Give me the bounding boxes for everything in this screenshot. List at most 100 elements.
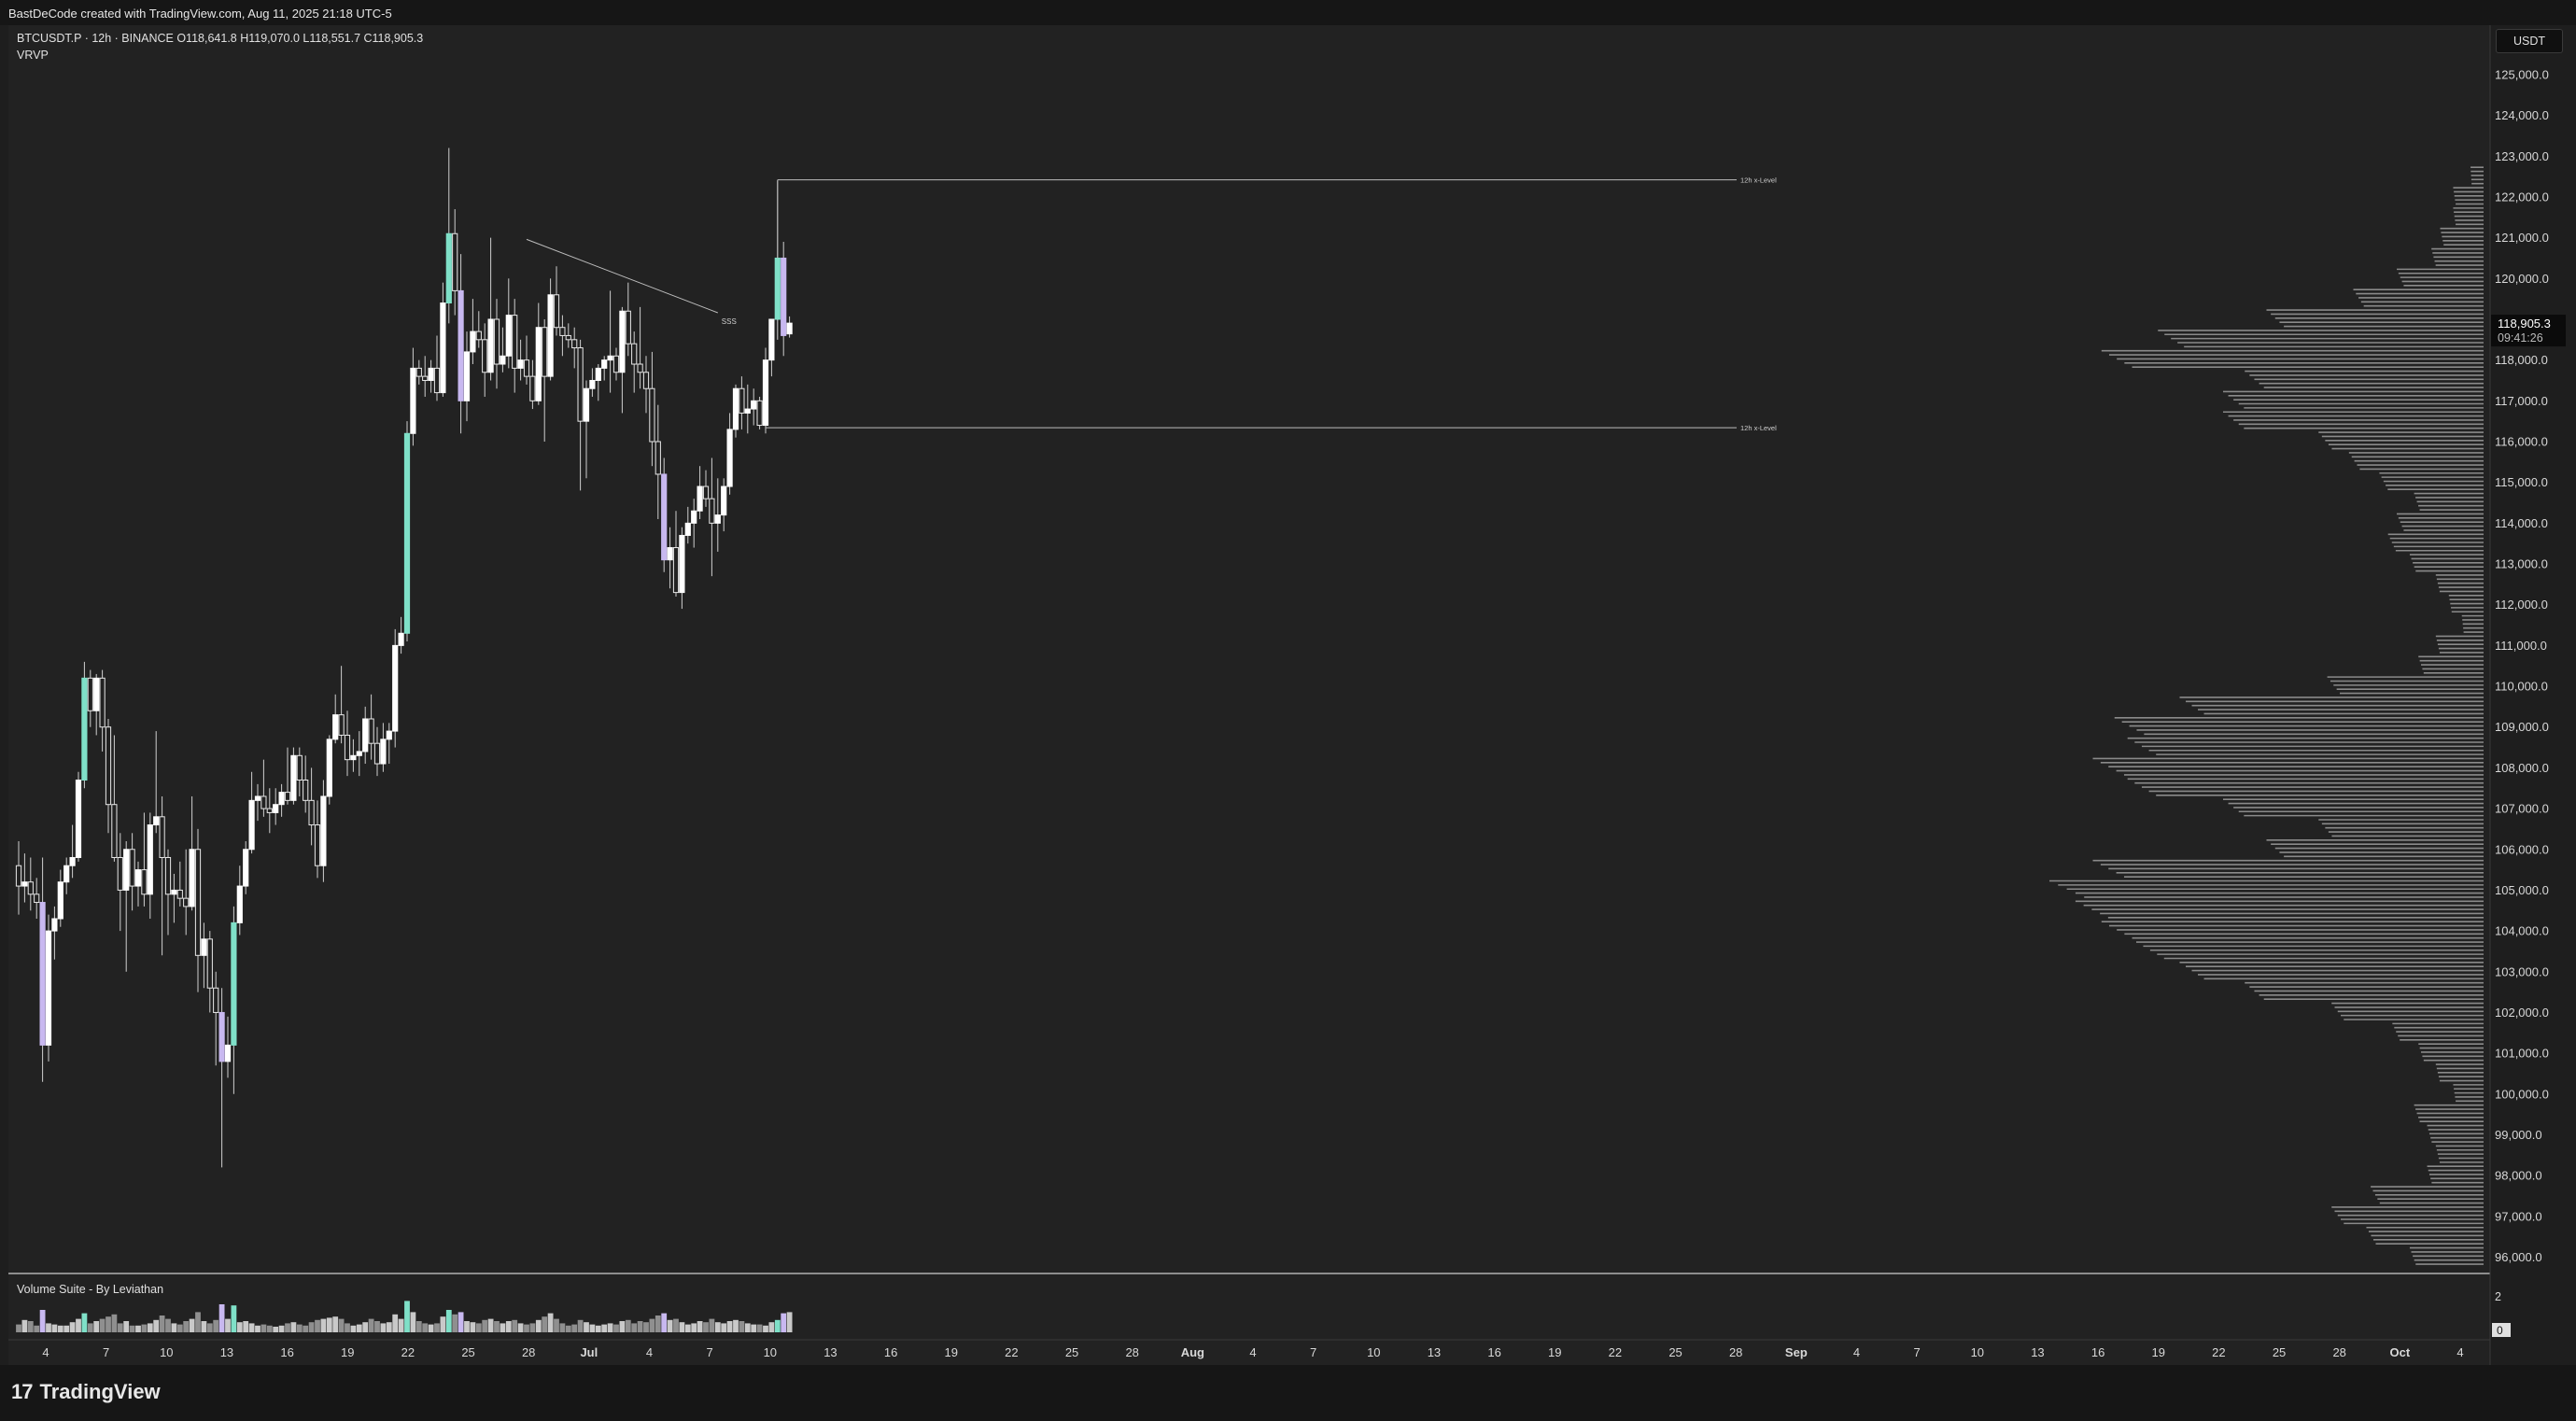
price-tick-label: 121,000.0 (2495, 231, 2549, 245)
candle-body (380, 739, 387, 765)
volume-bar (774, 1319, 781, 1332)
candle-body (786, 322, 793, 335)
volume-bar (34, 1325, 40, 1332)
volume-bar (559, 1323, 566, 1332)
time-tick-label: 13 (220, 1345, 233, 1359)
price-tick-label: 109,000.0 (2495, 720, 2549, 734)
volume-bar (709, 1318, 715, 1332)
volume-bar (27, 1321, 34, 1332)
candle-body (553, 294, 560, 329)
candle-body (231, 922, 237, 1046)
candle-body (308, 799, 315, 826)
volume-tick-label: 2 (2495, 1290, 2501, 1303)
price-tick-label: 122,000.0 (2495, 190, 2549, 204)
time-tick-label: 28 (1125, 1345, 1138, 1359)
candle-body (236, 885, 243, 923)
candles-layer (15, 148, 793, 1168)
volume-bar (781, 1313, 787, 1332)
volume-bar (763, 1325, 768, 1332)
volume-bar (607, 1323, 613, 1332)
volume-bar (547, 1313, 554, 1332)
candle-body (171, 889, 177, 895)
time-tick-label: 13 (823, 1345, 837, 1359)
volume-bar (111, 1314, 118, 1332)
volume-bar (153, 1319, 160, 1332)
volume-bar (39, 1310, 46, 1332)
volume-bar (482, 1319, 488, 1332)
time-tick-label: 28 (1729, 1345, 1742, 1359)
price-tick-label: 96,000.0 (2495, 1250, 2542, 1264)
volume-bar (726, 1321, 733, 1332)
volume-bar (332, 1316, 339, 1332)
candle-body (194, 849, 202, 956)
chart-pane[interactable] (8, 25, 2490, 1365)
candle-body (344, 734, 351, 761)
tradingview-wordmark: TradingView (39, 1380, 161, 1403)
volume-bar (21, 1319, 28, 1332)
candle-body (709, 498, 715, 524)
volume-bar (440, 1316, 446, 1332)
volume-bar (470, 1322, 476, 1332)
price-tick-label: 106,000.0 (2495, 842, 2549, 856)
volume-bar (243, 1321, 249, 1332)
top-bar: BastDeCode created with TradingView.com,… (0, 0, 2576, 25)
candle-body (505, 315, 512, 357)
candle-body (642, 372, 650, 389)
volume-bar (684, 1324, 691, 1332)
candle-body (512, 315, 518, 369)
volume-bar (260, 1324, 267, 1332)
time-tick-label: 4 (1853, 1345, 1860, 1359)
time-tick-label: 4 (1249, 1345, 1256, 1359)
candle-body (542, 327, 548, 377)
vrvp-legend[interactable]: VRVP (17, 49, 49, 62)
candle-body (684, 522, 691, 536)
volume-bar (308, 1322, 315, 1332)
symbol-legend[interactable]: BTCUSDT.P · 12h · BINANCE O118,641.8 H11… (17, 32, 424, 45)
time-tick-label: 19 (945, 1345, 958, 1359)
volume-bar (500, 1323, 506, 1332)
time-tick-label: 19 (341, 1345, 354, 1359)
time-tick-label: 4 (42, 1345, 49, 1359)
volume-bar (278, 1325, 285, 1332)
price-tick-label: 104,000.0 (2495, 924, 2549, 938)
candle-body (201, 938, 207, 956)
candle-body (691, 510, 697, 524)
volume-bar (69, 1322, 76, 1332)
volume-bar (673, 1318, 679, 1332)
candle-body (386, 730, 392, 740)
price-tick-label: 115,000.0 (2495, 475, 2548, 489)
candle-body (649, 387, 655, 443)
volume-bar (189, 1318, 195, 1332)
candle-body (697, 485, 703, 512)
annotations-layer[interactable]: 12h x-Level 12h x-Level SSS (526, 176, 1777, 433)
time-tick-label: 28 (2332, 1345, 2345, 1359)
volume-bar (46, 1323, 51, 1332)
volume-bar (739, 1321, 745, 1332)
volume-bar (380, 1323, 387, 1332)
candle-body (183, 897, 190, 907)
volume-bar (218, 1304, 225, 1332)
currency-unit-button[interactable]: USDT (2496, 29, 2563, 53)
candle-body (75, 780, 82, 858)
volume-bar (714, 1322, 721, 1332)
price-tick-label: 114,000.0 (2495, 516, 2548, 530)
volume-bar (452, 1314, 458, 1332)
volume-bar (619, 1321, 626, 1332)
candle-body (21, 881, 28, 887)
volume-suite-legend[interactable]: Volume Suite - By Leviathan (17, 1283, 164, 1296)
volume-bar (123, 1321, 130, 1332)
candle-body (422, 375, 429, 381)
time-tick-label: 16 (884, 1345, 897, 1359)
volume-bar (637, 1321, 643, 1332)
volume-bar (661, 1313, 668, 1332)
candle-body (577, 347, 584, 422)
volume-bar (768, 1322, 775, 1332)
candle-body (756, 400, 763, 427)
volume-bar (356, 1324, 362, 1332)
volume-bar (183, 1321, 190, 1332)
candle-body (141, 869, 148, 895)
candle-body (702, 485, 710, 499)
tradingview-logo[interactable]: 17 TradingView (11, 1380, 161, 1404)
price-tick-label: 107,000.0 (2495, 802, 2549, 816)
